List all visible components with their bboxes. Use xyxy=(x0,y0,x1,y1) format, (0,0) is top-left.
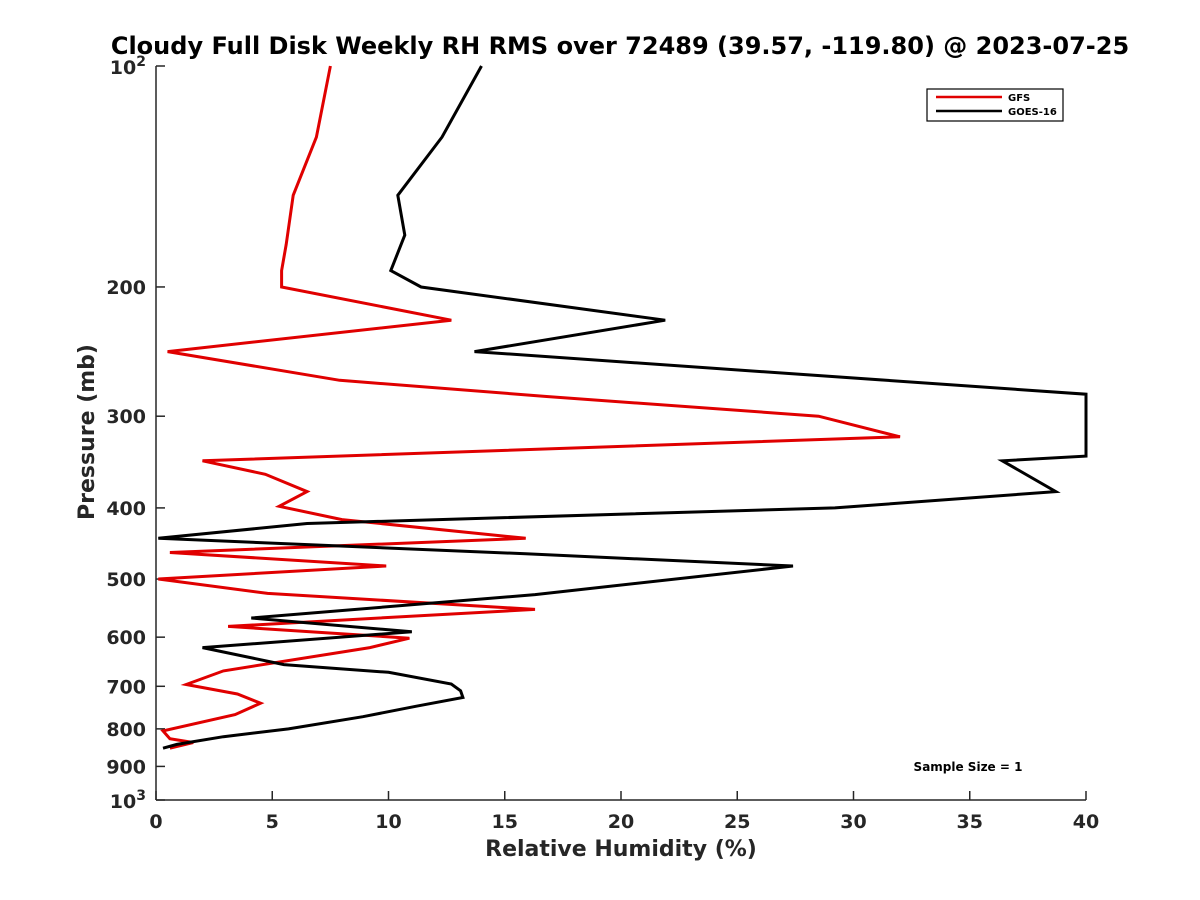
x-tick-label: 10 xyxy=(375,811,401,833)
y-tick-label: 400 xyxy=(106,498,146,520)
legend-box xyxy=(926,88,1064,122)
legend-label-gfs: GFS xyxy=(1008,93,1030,104)
series-line-gfs xyxy=(158,65,901,750)
legend-label-goes16: GOES-16 xyxy=(1008,107,1057,118)
series-layer xyxy=(158,65,1088,750)
y-tick-label: 300 xyxy=(106,406,146,428)
chart-title: Cloudy Full Disk Weekly RH RMS over 7248… xyxy=(111,32,1129,60)
x-tick-label: 30 xyxy=(840,811,866,833)
x-tick-label: 40 xyxy=(1073,811,1099,833)
x-tick-label: 0 xyxy=(149,811,162,833)
x-tick-label: 25 xyxy=(724,811,750,833)
legend: GFS GOES-16 xyxy=(926,88,1064,122)
y-tick-label: 102 xyxy=(110,54,146,79)
y-tick-label: 200 xyxy=(106,277,146,299)
series-line-goes16 xyxy=(158,65,1088,750)
axes: 0 5 10 15 20 25 30 35 40 102 200 300 400 500 600 700 800… xyxy=(106,54,1099,833)
x-tick-label: 20 xyxy=(608,811,634,833)
y-tick-label: 800 xyxy=(106,719,146,741)
y-tick-label: 700 xyxy=(106,676,146,698)
x-axis-label: Relative Humidity (%) xyxy=(485,837,757,862)
y-tick-label: 600 xyxy=(106,627,146,649)
y-tick-label: 900 xyxy=(106,756,146,778)
x-tick-label: 5 xyxy=(266,811,279,833)
y-axis-label: Pressure (mb) xyxy=(75,344,100,520)
x-tick-label: 15 xyxy=(492,811,518,833)
y-tick-label: 103 xyxy=(110,788,146,813)
sample-size-annotation: Sample Size = 1 xyxy=(914,760,1023,774)
x-tick-label: 35 xyxy=(957,811,983,833)
y-tick-label: 500 xyxy=(106,569,146,591)
